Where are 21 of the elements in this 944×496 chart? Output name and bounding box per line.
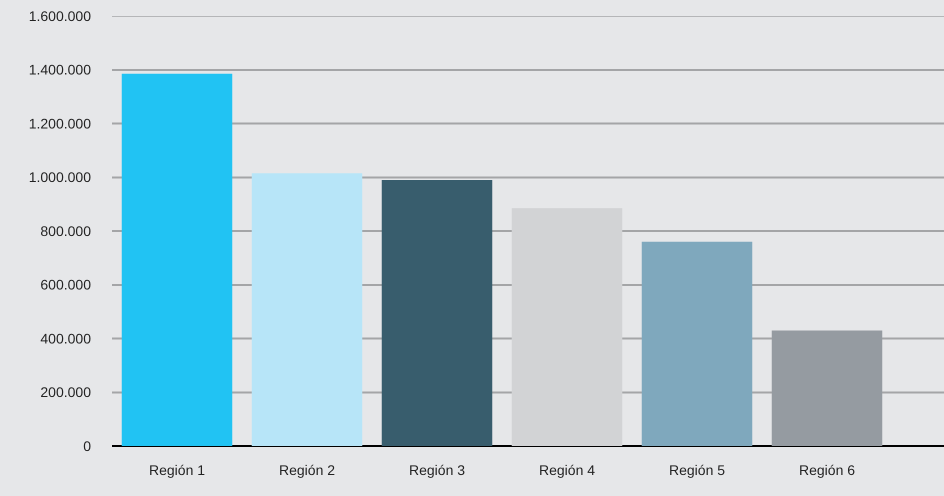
y-tick-label: 1.600.000 — [28, 8, 92, 24]
bar — [122, 74, 232, 446]
x-tick-label: Región 4 — [538, 462, 596, 478]
x-tick-label: Región 5 — [668, 462, 726, 478]
bar — [642, 242, 752, 446]
bar — [512, 208, 622, 446]
y-tick-label: 1.200.000 — [28, 115, 92, 132]
bar — [382, 180, 492, 446]
y-tick-label: 800.000 — [40, 222, 92, 239]
y-tick-label: 400.000 — [40, 330, 92, 346]
y-tick-label: 1.400.000 — [28, 62, 92, 78]
y-tick-label: 1.000.000 — [28, 169, 92, 186]
x-tick-label: Región 3 — [408, 462, 466, 478]
y-tick-label: 600.000 — [40, 276, 92, 293]
y-tick-label: 0 — [83, 438, 92, 454]
x-tick-label: Región 6 — [798, 462, 856, 478]
y-tick-label: 200.000 — [40, 384, 92, 400]
bar — [772, 330, 882, 446]
x-tick-label: Región 2 — [278, 462, 336, 478]
x-tick-label: Región 1 — [148, 462, 206, 478]
bar — [252, 173, 362, 446]
